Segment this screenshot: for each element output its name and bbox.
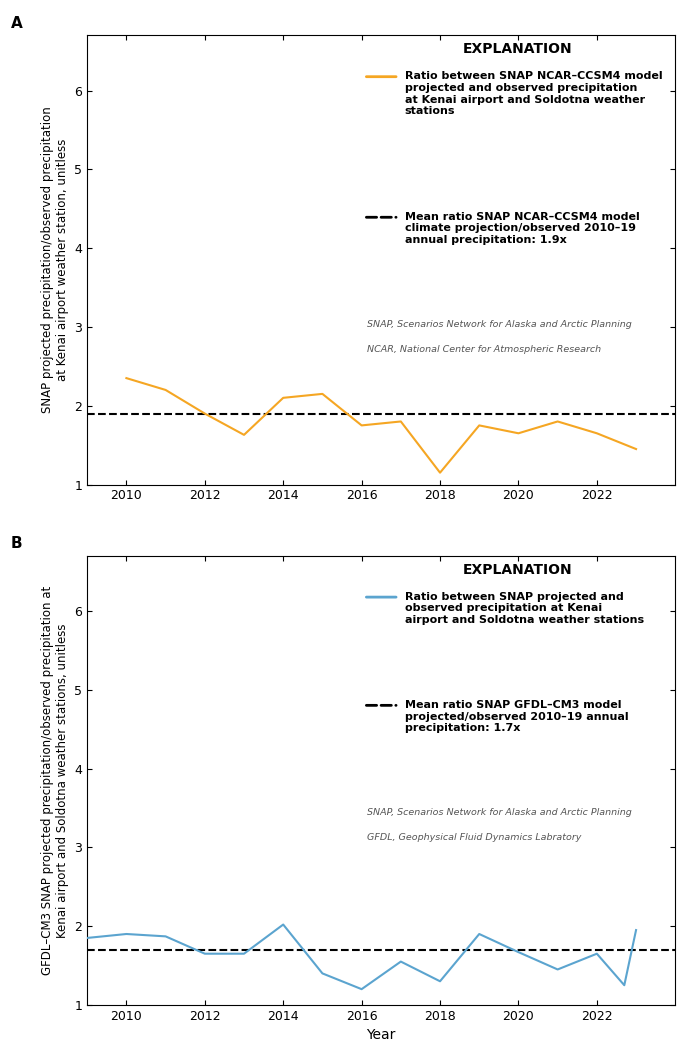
Text: Mean ratio SNAP NCAR–CCSM4 model
climate projection/observed 2010–19
annual prec: Mean ratio SNAP NCAR–CCSM4 model climate… bbox=[405, 212, 640, 245]
X-axis label: Year: Year bbox=[367, 1028, 396, 1042]
Text: GFDL, Geophysical Fluid Dynamics Labratory: GFDL, Geophysical Fluid Dynamics Labrato… bbox=[367, 832, 581, 842]
Text: Ratio between SNAP NCAR–CCSM4 model
projected and observed precipitation
at Kena: Ratio between SNAP NCAR–CCSM4 model proj… bbox=[405, 71, 662, 116]
Text: NCAR, National Center for Atmospheric Research: NCAR, National Center for Atmospheric Re… bbox=[367, 345, 601, 354]
Text: SNAP, Scenarios Network for Alaska and Arctic Planning: SNAP, Scenarios Network for Alaska and A… bbox=[367, 808, 631, 818]
Text: SNAP, Scenarios Network for Alaska and Arctic Planning: SNAP, Scenarios Network for Alaska and A… bbox=[367, 320, 631, 329]
Text: A: A bbox=[10, 16, 22, 31]
Text: Mean ratio SNAP GFDL–CM3 model
projected/observed 2010–19 annual
precipitation: : Mean ratio SNAP GFDL–CM3 model projected… bbox=[405, 700, 629, 733]
Y-axis label: GFDL–CM3 SNAP projected precipitation/observed precipitation at
Kenai airport an: GFDL–CM3 SNAP projected precipitation/ob… bbox=[41, 586, 69, 975]
Y-axis label: SNAP projected precipitation/observed precipitation
at Kenai airport weather sta: SNAP projected precipitation/observed pr… bbox=[41, 107, 69, 413]
Text: Ratio between SNAP projected and
observed precipitation at Kenai
airport and Sol: Ratio between SNAP projected and observe… bbox=[405, 592, 644, 625]
Text: B: B bbox=[10, 536, 22, 552]
Text: EXPLANATION: EXPLANATION bbox=[463, 562, 573, 576]
Text: EXPLANATION: EXPLANATION bbox=[463, 42, 573, 56]
